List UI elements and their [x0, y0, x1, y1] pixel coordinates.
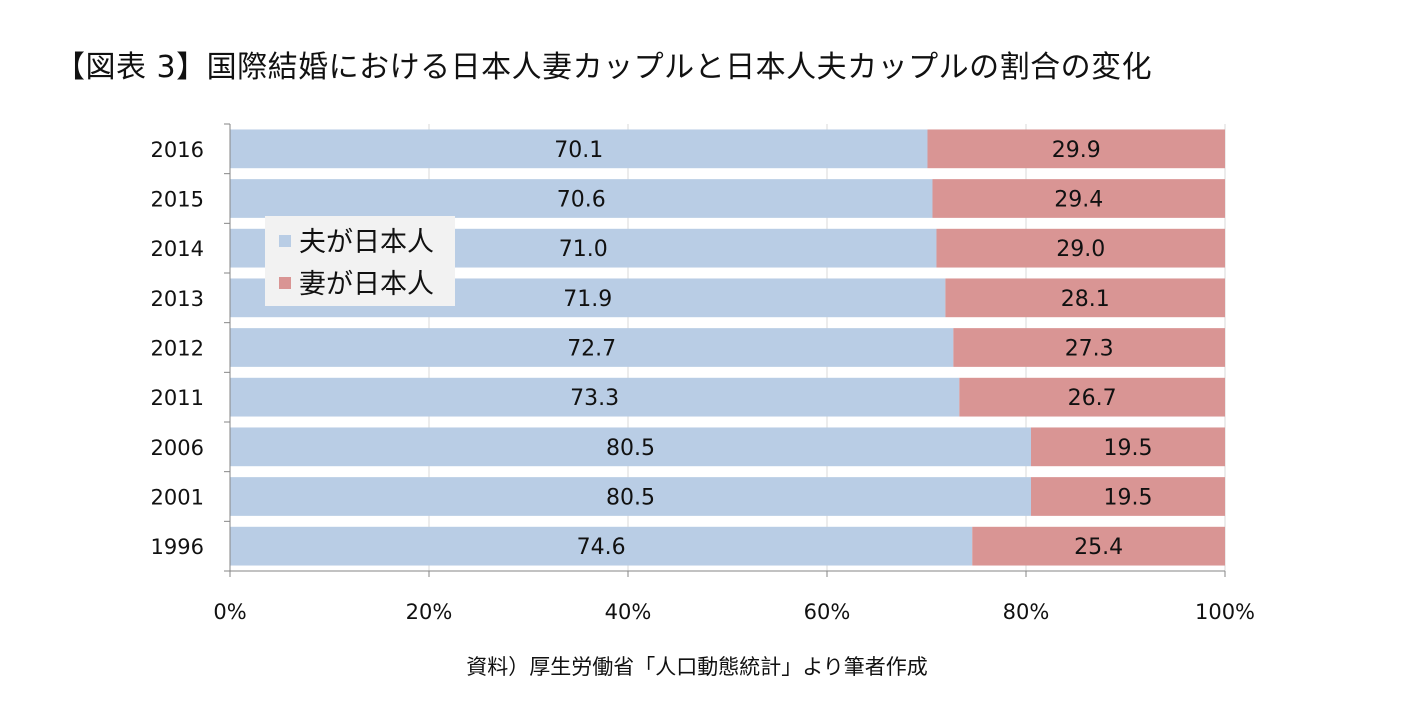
data-label: 71.9	[563, 287, 612, 312]
data-labels: 70.1 29.9 70.6 29.4 71.0 29.0 71.9 28.1 72.7 27.3…	[554, 138, 1152, 560]
chart-title: 【図表 3】国際結婚における日本人妻カップルと日本人夫カップルの割合の変化	[55, 50, 1153, 85]
data-label: 29.9	[1052, 138, 1101, 163]
data-label: 25.4	[1074, 535, 1123, 560]
data-label: 27.3	[1065, 337, 1114, 362]
bar-husband-japanese	[230, 526, 973, 566]
bar-husband-japanese	[230, 427, 1031, 467]
legend-label: 妻が日本人	[299, 269, 434, 300]
legend-swatch	[279, 235, 291, 247]
bar-husband-japanese	[230, 328, 954, 367]
data-label: 80.5	[606, 436, 655, 461]
legend-box	[265, 216, 455, 306]
bar-husband-japanese	[230, 477, 1031, 516]
data-label: 26.7	[1068, 386, 1117, 411]
data-label: 70.1	[554, 138, 603, 163]
bar-husband-japanese	[230, 129, 928, 169]
data-label: 74.6	[577, 535, 626, 560]
bar-wife-japanese	[927, 129, 1225, 169]
data-label: 19.5	[1103, 436, 1152, 461]
data-label: 72.7	[567, 337, 616, 362]
bar-husband-japanese	[230, 179, 933, 218]
x-tick-label: 80%	[1003, 600, 1050, 624]
bar-wife-japanese	[1030, 477, 1225, 516]
bar-wife-japanese	[932, 179, 1225, 218]
x-tick-label: 100%	[1195, 600, 1255, 624]
data-label: 29.4	[1054, 188, 1103, 213]
y-category-label: 2015	[151, 188, 204, 212]
bar-wife-japanese	[953, 328, 1225, 367]
axes: 0% 20% 40% 60% 80% 100% 2016 2015 2014 2013 2012 20…	[151, 123, 1255, 624]
y-category-label: 2001	[151, 486, 204, 510]
source-note: 資料）厚生労働省「人口動態統計」より筆者作成	[0, 651, 1414, 681]
bar-husband-japanese	[230, 377, 960, 417]
x-tick-label: 0%	[213, 600, 246, 624]
bar-wife-japanese	[959, 377, 1225, 417]
y-category-label: 2012	[151, 337, 204, 361]
x-tick-label: 40%	[605, 600, 652, 624]
data-label: 73.3	[570, 386, 619, 411]
bar-wife-japanese	[1030, 427, 1225, 467]
y-category-label: 1996	[151, 535, 204, 559]
data-label: 28.1	[1061, 287, 1110, 312]
data-label: 71.0	[559, 237, 608, 262]
x-tick-label: 20%	[406, 600, 453, 624]
bar-wife-japanese	[945, 278, 1225, 318]
y-category-label: 2006	[151, 436, 204, 460]
data-label: 80.5	[606, 486, 655, 511]
data-label: 70.6	[557, 188, 606, 213]
y-category-label: 2013	[151, 287, 204, 311]
bar-wife-japanese	[972, 526, 1225, 566]
y-category-label: 2011	[151, 386, 204, 410]
legend-label: 夫が日本人	[299, 227, 434, 258]
data-label: 19.5	[1103, 486, 1152, 511]
x-tick-label: 60%	[804, 600, 851, 624]
y-category-label: 2014	[151, 237, 204, 261]
bar-wife-japanese	[936, 228, 1225, 268]
data-label: 29.0	[1056, 237, 1105, 262]
bars	[230, 129, 1225, 566]
source-text: 資料）厚生労働省「人口動態統計」より筆者作成	[466, 655, 928, 679]
legend-swatch	[279, 277, 291, 289]
y-category-label: 2016	[151, 138, 204, 162]
